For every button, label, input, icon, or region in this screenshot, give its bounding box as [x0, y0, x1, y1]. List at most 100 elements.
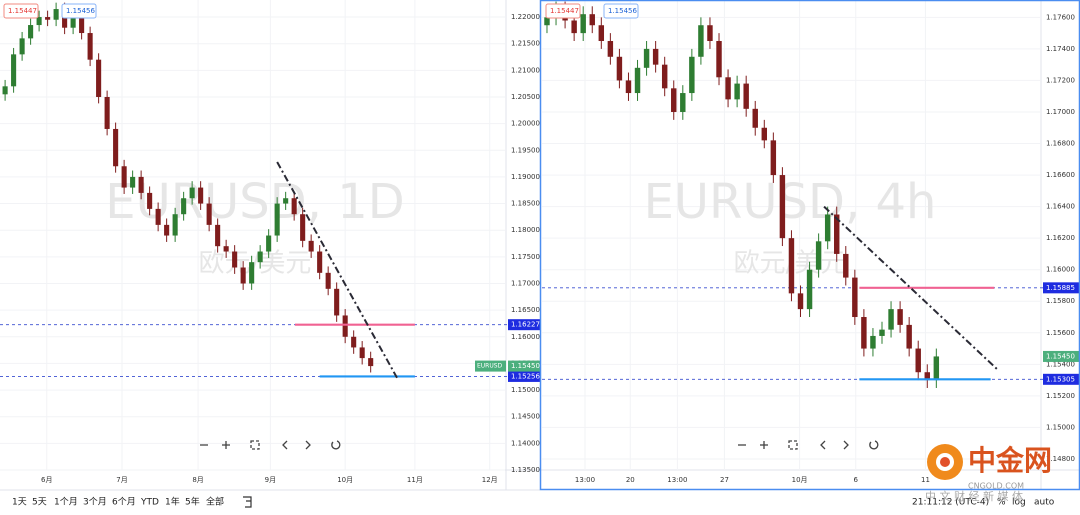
candle-body [933, 356, 940, 381]
ask-tag [603, 3, 639, 19]
candle-body [906, 324, 912, 349]
candle-body [861, 317, 867, 349]
candle-body [643, 48, 650, 68]
candle-body [752, 108, 758, 128]
candle-body [36, 17, 42, 26]
x-tick-label: 9月 [265, 476, 276, 484]
candle-body [734, 83, 740, 100]
range-button[interactable]: 5年 [185, 496, 200, 508]
candle-body [879, 329, 885, 336]
candle-body [924, 372, 930, 381]
logo-slogan: 中 文 财 经 新 媒 体 [925, 489, 1023, 503]
y-tick-label: 1.14500 [511, 413, 540, 421]
x-tick-label: 12月 [482, 476, 498, 484]
candle-body [368, 358, 374, 367]
y-tick-label: 1.22000 [511, 13, 540, 21]
y-tick-label: 1.13500 [511, 466, 540, 474]
candle-body [607, 41, 614, 57]
y-tick-label: 1.16800 [1046, 140, 1075, 148]
y-tick-label: 1.19000 [511, 173, 540, 181]
y-tick-label: 1.16500 [511, 306, 540, 314]
candle-body [104, 96, 110, 129]
y-tick-label: 1.21500 [511, 40, 540, 48]
candle-body [2, 86, 8, 95]
range-button[interactable]: 1年 [165, 496, 180, 508]
candle-body [274, 203, 280, 236]
y-tick-label: 1.16000 [511, 333, 540, 341]
y-tick-label: 1.15000 [1046, 423, 1075, 431]
last-price-label: 1.15450 [511, 362, 540, 370]
x-tick-label: 27 [720, 476, 729, 484]
y-tick-label: 1.20500 [511, 93, 540, 101]
candle-body [11, 54, 17, 87]
candle-body [334, 288, 340, 316]
candle-body [206, 203, 212, 225]
candle-body [283, 198, 289, 204]
candle-body [770, 140, 777, 176]
last-price-tag [508, 360, 540, 372]
candle-body [843, 253, 849, 278]
y-tick-label: 1.15200 [1046, 392, 1075, 400]
candle-body [19, 38, 25, 55]
nav-left[interactable] [200, 440, 341, 450]
logo-name: 中金网 [968, 444, 1052, 477]
candle-body [130, 176, 136, 188]
candle-body [634, 67, 641, 94]
candle-body [113, 128, 119, 167]
candle-body [351, 336, 357, 348]
candle-body [240, 267, 246, 284]
candle-body [852, 277, 858, 318]
range-button[interactable]: 6个月 [112, 497, 136, 508]
candle-body [359, 347, 365, 359]
range-button[interactable]: 1天 [12, 498, 27, 508]
candle-body [317, 251, 323, 273]
watermark-title: EURUSD, 4h [644, 174, 937, 230]
candle-body [806, 269, 813, 310]
candle-body [797, 293, 804, 310]
compare-icon[interactable] [243, 496, 252, 508]
y-tick-label: 1.17400 [1046, 45, 1075, 53]
range-button[interactable]: 1个月 [54, 497, 78, 508]
range-button[interactable]: 全部 [206, 496, 224, 508]
candle-body [172, 214, 178, 236]
candle-body [291, 198, 297, 215]
level-tag-label: 1.15305 [1046, 375, 1075, 383]
level-tag-label: 1.16227 [511, 321, 540, 329]
range-button[interactable]: 3个月 [83, 497, 107, 508]
candle-body [870, 335, 876, 349]
level-tag [508, 370, 540, 382]
symbol-tag [475, 360, 506, 372]
ask-label: 1.15456 [66, 7, 95, 15]
y-tick-label: 1.15600 [1046, 329, 1075, 337]
candle-body [300, 214, 306, 241]
axis-option[interactable]: log [1012, 498, 1026, 508]
candle-body [45, 17, 51, 20]
candle-body [70, 17, 76, 28]
axis-option[interactable]: auto [1034, 498, 1055, 508]
candle-body [138, 176, 144, 193]
y-tick-label: 1.17000 [511, 279, 540, 287]
x-tick-label: 13:00 [575, 476, 595, 484]
candle-body [589, 14, 595, 26]
candle-body [625, 80, 632, 94]
bid-tag [545, 3, 581, 19]
candle-body [689, 56, 695, 94]
range-button[interactable]: 5天 [32, 498, 47, 508]
y-tick-label: 1.17000 [1046, 108, 1075, 116]
y-tick-label: 1.18000 [511, 226, 540, 234]
x-tick-label: 11月 [407, 476, 423, 484]
candle-body [223, 246, 229, 252]
candle-body [155, 208, 161, 225]
x-tick-label: 6 [854, 476, 859, 484]
y-tick-label: 1.17200 [1046, 76, 1075, 84]
axis-option[interactable]: % [997, 498, 1006, 508]
last-price-tag [1043, 350, 1079, 362]
candle-body [707, 25, 713, 42]
range-button[interactable]: YTD [140, 498, 159, 508]
candle-body [79, 17, 85, 34]
nav-right[interactable] [738, 440, 879, 450]
logo-site: CNGOLD.COM [968, 482, 1024, 491]
x-tick-label: 7月 [116, 476, 127, 484]
watermark-title: EURUSD, 1D [105, 174, 404, 230]
